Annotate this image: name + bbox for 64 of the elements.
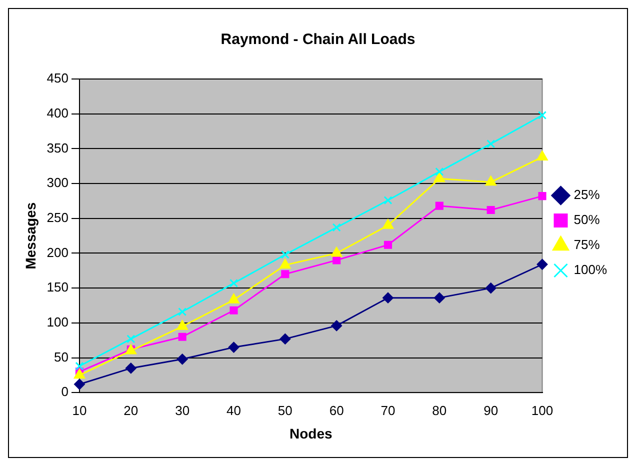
point — [434, 172, 446, 182]
point — [330, 246, 342, 257]
x-tick-label: 100 — [531, 402, 554, 418]
point — [178, 332, 186, 341]
y-tick-label: 100 — [46, 314, 68, 330]
y-tick-label: 400 — [46, 105, 68, 120]
x-tick-label: 60 — [329, 402, 344, 418]
point — [486, 206, 495, 214]
point — [486, 140, 496, 148]
y-tick-label: 50 — [54, 349, 68, 364]
x-tick-label: 30 — [175, 402, 190, 418]
point — [435, 167, 444, 176]
point — [280, 250, 290, 259]
point — [279, 258, 291, 269]
point — [382, 292, 394, 304]
x-tick-label: 70 — [380, 402, 396, 418]
point — [536, 258, 548, 270]
x-axis-title: Nodes — [289, 425, 332, 442]
point — [538, 192, 546, 200]
y-tick-label: 300 — [46, 175, 68, 190]
x-tick-label: 50 — [278, 402, 292, 418]
x-tick-label: 80 — [432, 402, 447, 418]
point — [384, 240, 392, 249]
chart-title: Raymond - Chain All Loads — [220, 31, 416, 48]
x-tick-label: 20 — [124, 402, 138, 418]
legend-label: 100% — [574, 262, 608, 278]
point — [176, 354, 188, 365]
y-tick-label: 0 — [61, 384, 68, 400]
point — [75, 362, 84, 370]
point — [229, 278, 238, 288]
legend-label: 50% — [574, 212, 600, 228]
point — [280, 333, 291, 344]
point — [331, 320, 342, 332]
point — [538, 110, 547, 120]
point — [178, 307, 187, 316]
y-tick-label: 250 — [46, 210, 68, 225]
point — [125, 362, 136, 374]
point — [228, 293, 240, 304]
legend-label: 25% — [574, 187, 600, 202]
point — [435, 202, 444, 210]
point — [384, 196, 392, 205]
point — [536, 150, 548, 161]
x-tick-label: 90 — [484, 402, 498, 418]
y-tick-label: 200 — [46, 244, 68, 260]
x-tick-label: 10 — [72, 402, 87, 418]
point — [230, 306, 238, 314]
point — [74, 378, 85, 390]
point — [74, 368, 86, 379]
y-tick-label: 150 — [46, 280, 68, 295]
x-tick-label: 40 — [226, 402, 241, 418]
point — [332, 223, 341, 232]
point — [228, 342, 240, 353]
point — [485, 176, 497, 186]
point — [176, 320, 188, 330]
point — [485, 282, 496, 294]
point — [126, 334, 136, 344]
point — [281, 270, 290, 278]
point — [434, 292, 445, 304]
y-tick-label: 450 — [46, 70, 68, 86]
y-axis-title: Messages — [22, 202, 38, 270]
legend-label: 75% — [574, 237, 600, 252]
point — [382, 218, 394, 229]
y-tick-label: 350 — [46, 140, 68, 156]
point — [332, 256, 341, 264]
